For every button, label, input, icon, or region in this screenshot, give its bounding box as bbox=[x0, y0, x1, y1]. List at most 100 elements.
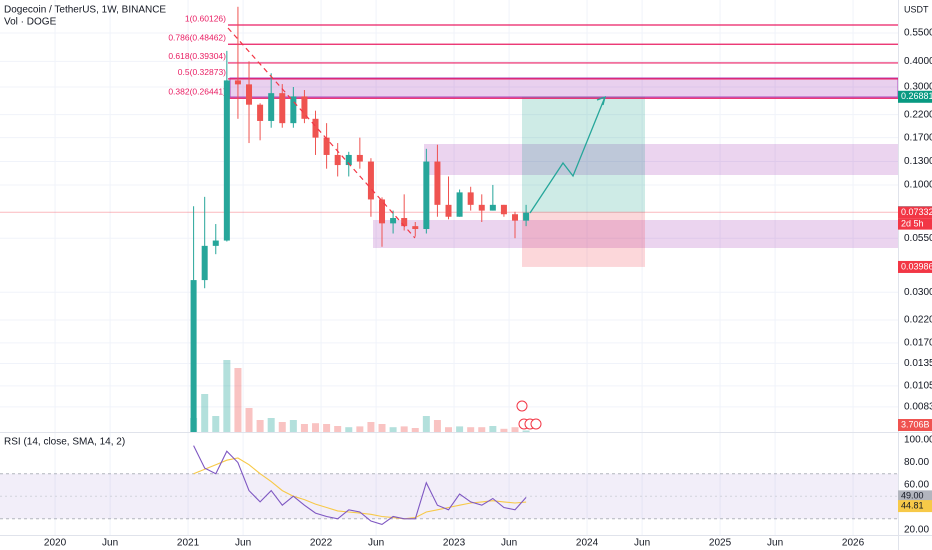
x-tick-label: Jun bbox=[501, 538, 517, 549]
x-tick-label: Jun bbox=[767, 538, 783, 549]
candle-body bbox=[523, 212, 530, 221]
candle-body bbox=[401, 218, 408, 227]
candle-body bbox=[312, 118, 319, 138]
volume-bar bbox=[312, 423, 320, 432]
rsi-pane bbox=[0, 445, 898, 526]
candle-body bbox=[190, 280, 197, 432]
rsi-tick-label: 100.00 bbox=[904, 435, 932, 446]
fib-label: 0.618(0.39304) bbox=[168, 51, 226, 61]
candle-body bbox=[334, 154, 341, 166]
candle-body bbox=[412, 226, 419, 230]
rsi-line bbox=[193, 445, 527, 526]
candle-body bbox=[467, 192, 474, 205]
volume-bar bbox=[445, 427, 453, 432]
supply-zone bbox=[424, 144, 898, 175]
volume-bar bbox=[511, 427, 519, 432]
profit-zone bbox=[522, 96, 645, 213]
fib-label: 0.786(0.48462) bbox=[168, 32, 226, 42]
volume-bar bbox=[478, 427, 486, 432]
rsi-tick-label: 80.00 bbox=[904, 457, 929, 468]
volume-bar bbox=[489, 426, 497, 432]
volume-bar bbox=[500, 428, 508, 432]
candle-body bbox=[379, 199, 386, 224]
volume-bar bbox=[245, 408, 253, 432]
currency: USDT bbox=[904, 4, 929, 14]
candle-body bbox=[345, 154, 352, 166]
candle-body bbox=[500, 204, 507, 215]
candle-body bbox=[423, 161, 430, 230]
fib-retracement: 1(0.60126) 0.786(0.48462) 0.618(0.39304) 0.… bbox=[168, 13, 898, 99]
candle-body bbox=[212, 240, 219, 246]
grid bbox=[0, 0, 898, 535]
volume-bar bbox=[345, 427, 353, 432]
candles bbox=[190, 6, 530, 432]
event-icon[interactable] bbox=[516, 400, 528, 412]
price-tag-label: 49.00 bbox=[901, 491, 924, 501]
fib-zone bbox=[229, 77, 899, 98]
volume-bar bbox=[456, 426, 464, 432]
fib-label: 0.5(0.32873) bbox=[178, 67, 226, 77]
countdown: 2d 5h bbox=[901, 218, 924, 228]
price-tag-label: 3.706B bbox=[901, 419, 930, 429]
volume-label: Vol · DOGE bbox=[4, 17, 57, 28]
trend-line bbox=[227, 27, 416, 239]
volume-bar bbox=[323, 424, 331, 432]
volume-bar bbox=[378, 424, 386, 432]
price-tag-label: 0.26881 bbox=[901, 91, 932, 101]
volume-bar bbox=[433, 420, 441, 432]
demand-zone bbox=[373, 220, 898, 248]
projection-arrow bbox=[529, 96, 606, 214]
candle-body bbox=[301, 96, 308, 119]
volume-bar bbox=[300, 424, 308, 432]
price-tag bbox=[898, 490, 932, 503]
rsi-sma-line bbox=[193, 457, 527, 520]
x-tick-label: Jun bbox=[235, 538, 251, 549]
volume-bar bbox=[256, 420, 264, 432]
x-tick-label: 2024 bbox=[576, 538, 599, 549]
x-tick-label: Jun bbox=[102, 538, 118, 549]
x-tick-label: 2026 bbox=[842, 538, 865, 549]
fib-label: 0.382(0.26441) bbox=[168, 87, 226, 97]
volume-bar bbox=[289, 420, 297, 432]
candle-body bbox=[390, 218, 397, 224]
candle-body bbox=[456, 192, 463, 217]
price-tag bbox=[898, 500, 932, 513]
candle-body bbox=[279, 93, 286, 124]
volume-bar bbox=[411, 428, 419, 432]
candle-body bbox=[268, 93, 275, 121]
candle-body bbox=[445, 204, 452, 217]
price-tag bbox=[898, 419, 932, 431]
rsi-title: RSI (14, close, SMA, 14, 2) bbox=[4, 437, 125, 448]
candle-body bbox=[356, 154, 363, 162]
rsi-band bbox=[0, 473, 898, 519]
volume-bar bbox=[334, 426, 342, 432]
x-tick-label: 2021 bbox=[177, 538, 200, 549]
event-icon[interactable] bbox=[530, 418, 542, 430]
candle-body bbox=[201, 245, 208, 281]
chart-title: Dogecoin / TetherUS, 1W, BINANCE bbox=[4, 5, 166, 16]
candle-body bbox=[478, 204, 485, 211]
candle-body bbox=[434, 161, 441, 205]
fib-label: 1(0.60126) bbox=[185, 13, 226, 23]
candle-body bbox=[512, 214, 519, 221]
rsi-tick-label: 20.00 bbox=[904, 525, 929, 536]
candle-body bbox=[246, 84, 253, 105]
volume-bar bbox=[267, 418, 275, 432]
price-tag bbox=[898, 206, 932, 219]
candle-body bbox=[234, 80, 241, 85]
candle-body bbox=[489, 204, 496, 211]
x-tick-label: Jun bbox=[634, 538, 650, 549]
x-tick-label: Jun bbox=[368, 538, 384, 549]
volume-bar bbox=[522, 430, 530, 432]
